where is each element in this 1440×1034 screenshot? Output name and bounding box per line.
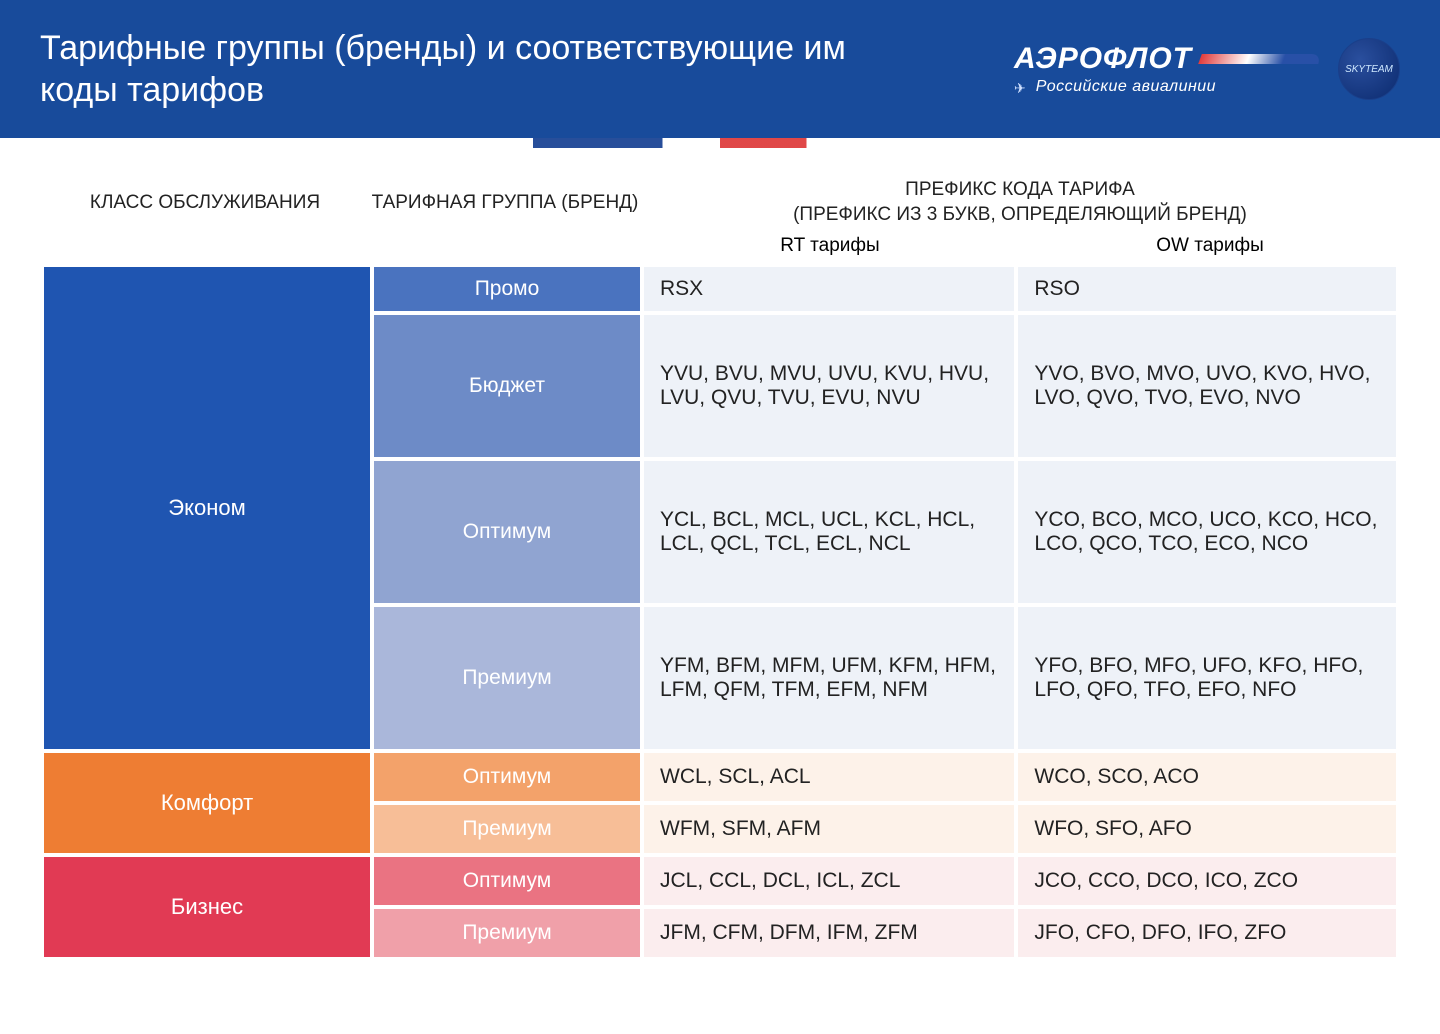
brand-cell: Премиум	[374, 805, 640, 853]
header-ow: OW тарифы	[1020, 235, 1400, 257]
rt-codes-cell: YVU, BVU, MVU, UVU, KVU, HVU, LVU, QVU, …	[644, 315, 1014, 457]
rt-codes-cell: WCL, SCL, ACL	[644, 753, 1014, 801]
brand-cell: Премиум	[374, 909, 640, 957]
accent-rule	[0, 138, 1440, 148]
rt-codes-cell: JCL, CCL, DCL, ICL, ZCL	[644, 857, 1014, 905]
aeroflot-logo: АЭРОФЛОТ ✈︎ Российские авиалинии	[1014, 42, 1320, 97]
header-rt: RT тарифы	[640, 235, 1020, 257]
rt-codes-cell: WFM, SFM, AFM	[644, 805, 1014, 853]
rt-codes-cell: RSX	[644, 267, 1014, 311]
rt-codes-cell: YCL, BCL, MCL, UCL, KCL, HCL, LCL, QCL, …	[644, 461, 1014, 603]
ow-codes-cell: WFO, SFO, AFO	[1018, 805, 1396, 853]
logo-brand: АЭРОФЛОТ	[1014, 42, 1192, 76]
tariff-table: ЭкономПромоRSXRSOБюджетYVU, BVU, MVU, UV…	[40, 263, 1400, 961]
table-row: КомфортОптимумWCL, SCL, ACLWCO, SCO, ACO	[44, 753, 1396, 801]
sub-headers: RT тарифы OW тарифы	[40, 235, 1400, 257]
logo-tagline: Российские авиалинии	[1036, 78, 1216, 96]
logo-block: АЭРОФЛОТ ✈︎ Российские авиалинии SKYTEAM	[1014, 38, 1400, 100]
brand-cell: Оптимум	[374, 753, 640, 801]
class-cell: Бизнес	[44, 857, 370, 957]
table-row: БизнесОптимумJCL, CCL, DCL, ICL, ZCLJCO,…	[44, 857, 1396, 905]
header-prefix: ПРЕФИКС КОДА ТАРИФА (ПРЕФИКС ИЗ 3 БУКВ, …	[640, 178, 1400, 227]
brand-cell: Премиум	[374, 607, 640, 749]
ow-codes-cell: YVO, BVO, MVO, UVO, KVO, HVO, LVO, QVO, …	[1018, 315, 1396, 457]
class-cell: Эконом	[44, 267, 370, 749]
header-band: Тарифные группы (бренды) и соответствующ…	[0, 0, 1440, 138]
class-cell: Комфорт	[44, 753, 370, 853]
ow-codes-cell: YFO, BFO, MFO, UFO, KFO, HFO, LFO, QFO, …	[1018, 607, 1396, 749]
table-row: ЭкономПромоRSXRSO	[44, 267, 1396, 311]
header-class: КЛАСС ОБСЛУЖИВАНИЯ	[40, 192, 370, 214]
ow-codes-cell: WCO, SCO, ACO	[1018, 753, 1396, 801]
ow-codes-cell: RSO	[1018, 267, 1396, 311]
brand-cell: Оптимум	[374, 461, 640, 603]
ow-codes-cell: YCO, BCO, MCO, UCO, KCO, HCO, LCO, QCO, …	[1018, 461, 1396, 603]
brand-cell: Промо	[374, 267, 640, 311]
skyteam-badge-icon: SKYTEAM	[1338, 38, 1400, 100]
ow-codes-cell: JCO, CCO, DCO, ICO, ZCO	[1018, 857, 1396, 905]
ow-codes-cell: JFO, CFO, DFO, IFO, ZFO	[1018, 909, 1396, 957]
rt-codes-cell: JFM, CFM, DFM, IFM, ZFM	[644, 909, 1014, 957]
page-title: Тарифные группы (бренды) и соответствующ…	[40, 27, 860, 112]
plane-icon: ✈︎	[1014, 80, 1026, 97]
tariff-table-wrap: КЛАСС ОБСЛУЖИВАНИЯ ТАРИФНАЯ ГРУППА (БРЕН…	[0, 148, 1440, 961]
column-headers: КЛАСС ОБСЛУЖИВАНИЯ ТАРИФНАЯ ГРУППА (БРЕН…	[40, 178, 1400, 227]
flag-wing-icon	[1200, 46, 1320, 86]
brand-cell: Оптимум	[374, 857, 640, 905]
rt-codes-cell: YFM, BFM, MFM, UFM, KFM, HFM, LFM, QFM, …	[644, 607, 1014, 749]
header-brand: ТАРИФНАЯ ГРУППА (БРЕНД)	[370, 192, 640, 214]
brand-cell: Бюджет	[374, 315, 640, 457]
